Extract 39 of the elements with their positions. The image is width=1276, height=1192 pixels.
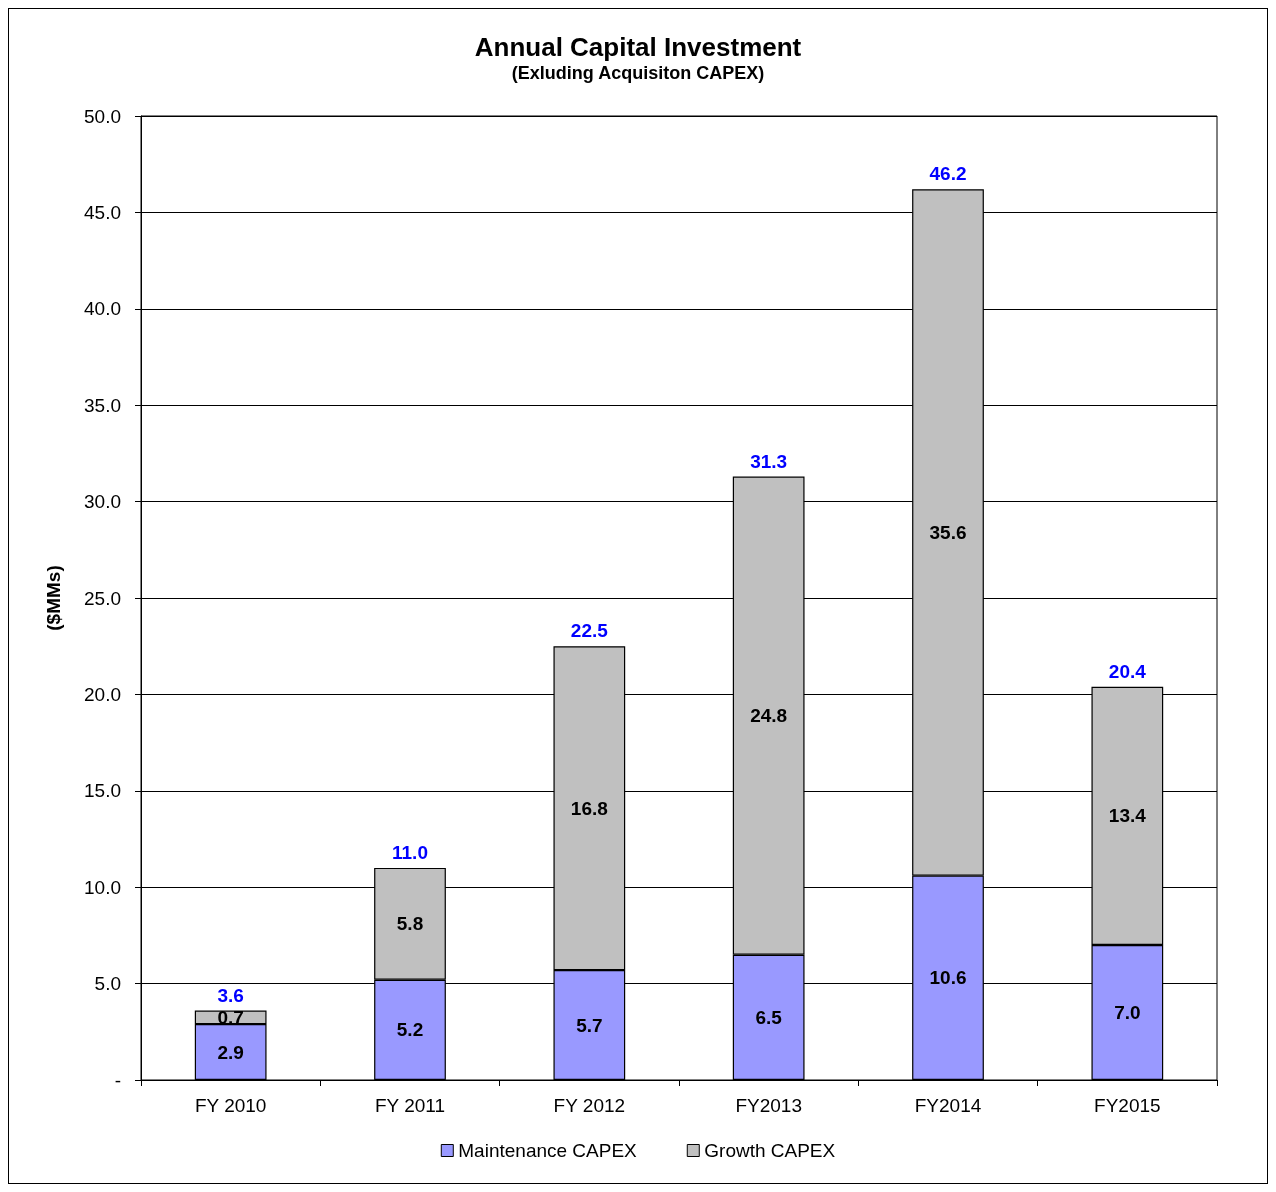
data-label: 24.8 — [750, 705, 788, 727]
data-label: 6.5 — [755, 1006, 783, 1028]
total-label: 46.2 — [929, 163, 967, 185]
y-tick-label: 30.0 — [84, 491, 121, 513]
x-tick-label: FY 2012 — [553, 1095, 626, 1116]
data-label: 7.0 — [1114, 1002, 1141, 1024]
y-tick-label: 10.0 — [84, 876, 121, 898]
data-label: 5.8 — [396, 913, 424, 935]
y-tick-label: - — [114, 1069, 121, 1091]
legend-label: Maintenance CAPEX — [458, 1140, 638, 1161]
y-tick-label: 15.0 — [84, 780, 121, 802]
x-tick-label: FY2013 — [735, 1095, 802, 1116]
x-tick-label: FY2014 — [914, 1095, 982, 1116]
data-label: 13.4 — [1108, 805, 1147, 827]
x-tick-label: FY2015 — [1094, 1095, 1161, 1116]
total-label: 11.0 — [392, 841, 428, 863]
data-label: 35.6 — [929, 521, 967, 543]
y-tick-label: 50.0 — [84, 105, 121, 127]
legend-label: Growth CAPEX — [704, 1140, 836, 1161]
data-label: 5.2 — [396, 1019, 424, 1041]
y-tick-label: 20.0 — [84, 683, 121, 705]
data-label: 5.7 — [576, 1014, 603, 1036]
total-label: 22.5 — [570, 620, 609, 642]
y-tick-label: 25.0 — [84, 587, 121, 609]
y-tick-label: 35.0 — [84, 394, 121, 416]
total-label: 20.4 — [1108, 660, 1147, 682]
data-label: 16.8 — [570, 797, 608, 819]
y-tick-label: 5.0 — [94, 973, 121, 995]
y-tick-label: 40.0 — [84, 298, 121, 320]
total-label: 3.6 — [217, 984, 244, 1006]
chart-title: Annual Capital Investment — [474, 32, 802, 62]
x-tick-label: FY 2011 — [374, 1095, 446, 1116]
x-tick-label: FY 2010 — [194, 1095, 267, 1116]
chart-subtitle: (Exluding Acquisiton CAPEX) — [511, 63, 765, 83]
total-label: 31.3 — [750, 450, 788, 472]
y-tick-label: 45.0 — [84, 201, 121, 223]
data-label: 2.9 — [217, 1041, 244, 1063]
y-axis-title: ($MMs) — [43, 565, 64, 631]
data-label: 10.6 — [929, 967, 967, 989]
